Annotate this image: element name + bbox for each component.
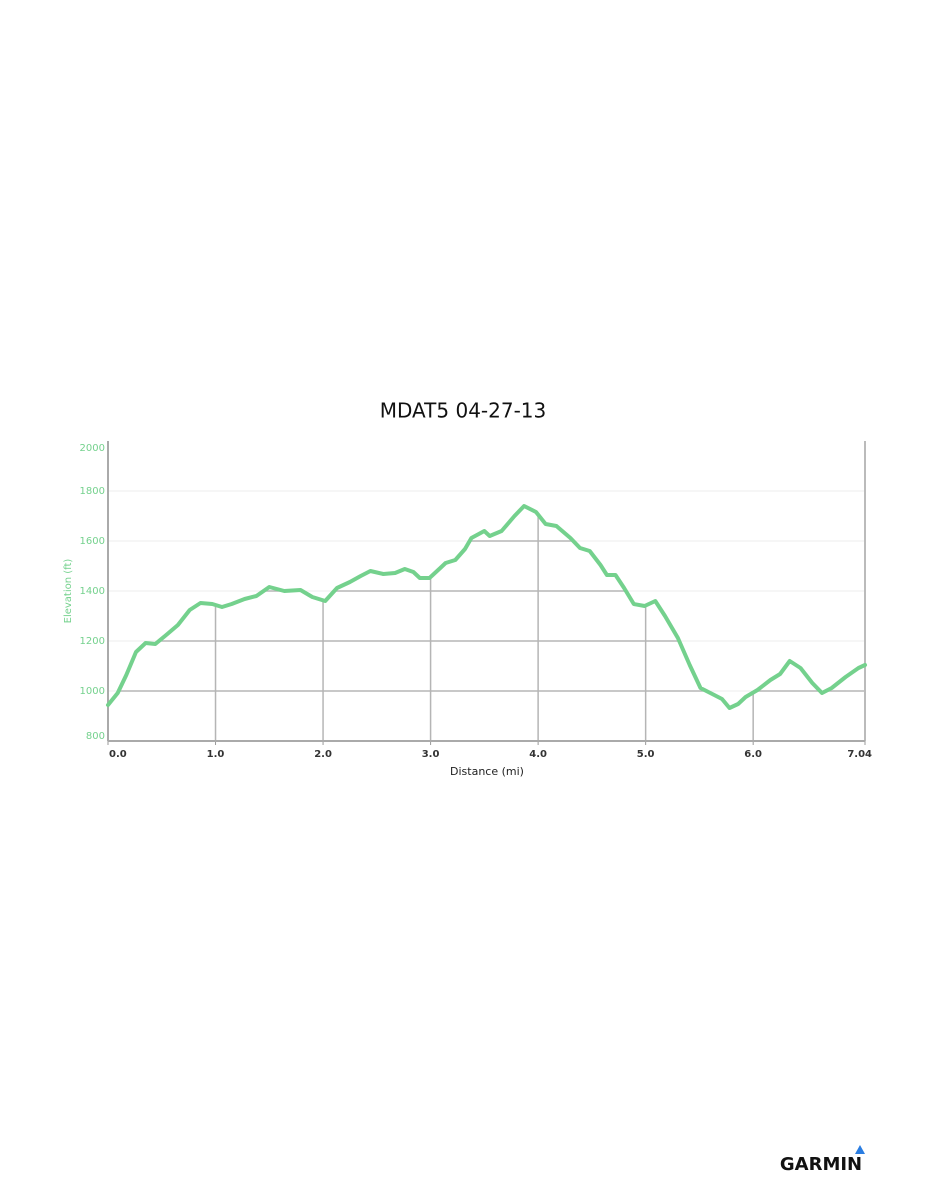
brand: GARMIN — [780, 1154, 862, 1175]
x-tick-label: 1.0 — [207, 749, 225, 760]
elevation-line — [106, 504, 867, 710]
y-tick-label: 1000 — [80, 686, 105, 697]
y-axis-label: Elevation (ft) — [63, 559, 74, 624]
y-tick-label: 800 — [86, 731, 105, 742]
logo-triangle — [855, 1145, 865, 1154]
chart-title: MDAT5 04-27-13 — [380, 399, 547, 423]
x-tick-label: 6.0 — [744, 749, 762, 760]
x-tick-label: 4.0 — [529, 749, 547, 760]
x-tick-label: 7.04 — [847, 749, 872, 760]
x-tick-label: 0.0 — [109, 749, 127, 760]
y-tick-label: 1800 — [80, 486, 105, 497]
x-tick-label: 3.0 — [422, 749, 440, 760]
y-tick-label: 1200 — [80, 636, 105, 647]
y-tick-label: 1600 — [80, 536, 105, 547]
x-tick-label: 2.0 — [314, 749, 332, 760]
garmin-logo: GARMIN — [780, 1145, 865, 1175]
y-tick-label: 1400 — [80, 586, 105, 597]
x-axis-label: Distance (mi) — [450, 765, 524, 778]
y-tick-label: 2000 — [80, 443, 105, 454]
x-tick-label: 5.0 — [637, 749, 655, 760]
